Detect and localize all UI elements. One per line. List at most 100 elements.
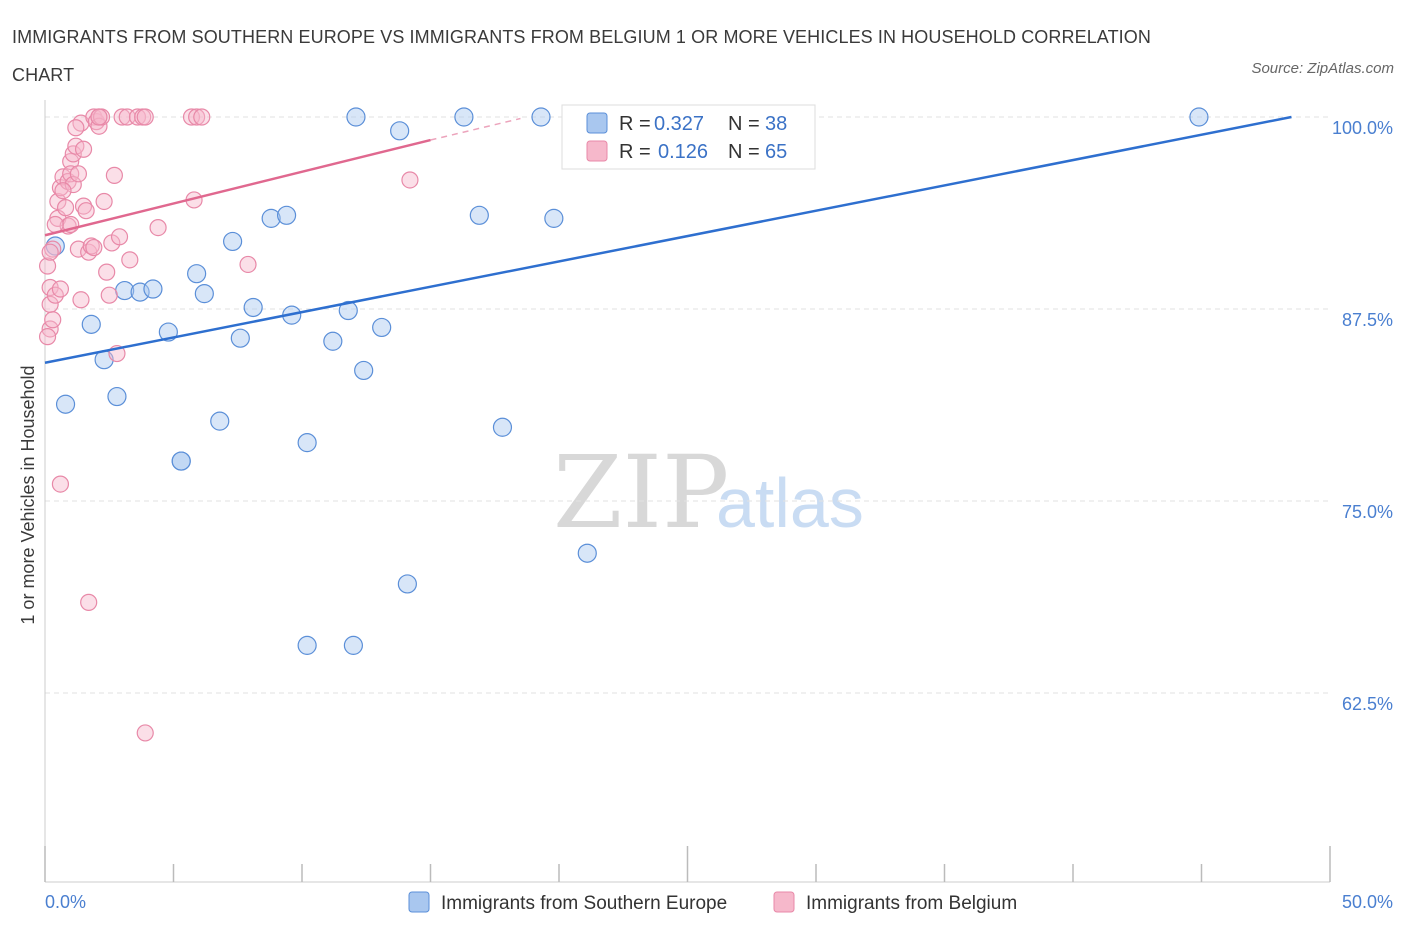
bottom-legend-blue-swatch — [408, 891, 430, 913]
southern-europe-point — [531, 107, 551, 127]
belgium-point — [77, 202, 95, 220]
southern-europe-points — [45, 107, 1209, 655]
belgium-point — [38, 257, 57, 275]
belgium-point — [239, 255, 257, 274]
source-credit: Source: ZipAtlas.com — [1251, 60, 1394, 77]
y-tick-label: 87.5% — [1342, 310, 1393, 330]
belgium-point — [38, 328, 57, 346]
chart-title: IMMIGRANTS FROM SOUTHERN EUROPE VS IMMIG… — [12, 27, 1151, 85]
southern-europe-point — [143, 279, 163, 299]
southern-europe-trend-line — [44, 115, 1292, 364]
x-tick-min: 0.0% — [45, 892, 86, 912]
southern-europe-point — [81, 314, 101, 334]
watermark-atlas: atlas — [716, 464, 864, 542]
belgium-point — [67, 119, 85, 137]
belgium-point — [136, 724, 154, 742]
belgium-point — [72, 291, 90, 309]
southern-europe-point — [194, 284, 214, 304]
belgium-point — [74, 197, 93, 215]
belgium-point — [401, 171, 419, 189]
belgium-point — [74, 140, 93, 158]
belgium-point — [188, 108, 206, 126]
southern-europe-point — [577, 543, 597, 563]
southern-europe-point — [187, 264, 207, 284]
belgium-point — [105, 166, 123, 184]
belgium-point — [51, 475, 70, 493]
belgium-point — [90, 108, 108, 126]
watermark: ZIP atlas — [553, 434, 864, 551]
belgium-point — [41, 243, 59, 261]
belgium-point — [44, 240, 62, 258]
bottom-legend-blue-label: Immigrants from Southern Europe — [441, 893, 727, 914]
southern-europe-point — [397, 574, 417, 594]
legend-pink-n-value: 65 — [765, 141, 787, 163]
belgium-point — [80, 593, 98, 611]
watermark-zip: ZIP — [553, 434, 729, 551]
belgium-trend-extension — [430, 117, 521, 141]
legend-pink-n-label: N = — [728, 141, 760, 163]
series-legend: Immigrants from Southern Europe Immigran… — [408, 891, 1017, 914]
southern-europe-point — [276, 205, 297, 225]
southern-europe-point — [243, 297, 263, 318]
y-tick-label: 62.5% — [1342, 694, 1393, 714]
southern-europe-point — [354, 360, 374, 381]
belgium-point — [64, 175, 82, 194]
southern-europe-point — [210, 411, 230, 431]
southern-europe-point — [492, 417, 513, 437]
belgium-point — [87, 113, 106, 131]
belgium-point — [149, 218, 167, 237]
belgium-point — [85, 238, 103, 257]
southern-europe-point — [107, 386, 127, 407]
southern-europe-point — [55, 394, 76, 414]
southern-europe-point — [469, 205, 489, 225]
belgium-point — [95, 192, 113, 211]
belgium-point — [193, 108, 211, 126]
y-tick-label: 100.0% — [1332, 118, 1393, 138]
y-axis-label: 1 or more Vehicles in Household — [18, 365, 38, 624]
southern-europe-point — [372, 317, 392, 338]
legend-blue-r-label: R = — [619, 113, 651, 135]
y-tick-labels: 62.5% 75.0% 87.5% 100.0% — [1332, 118, 1393, 714]
legend-blue-n-label: N = — [728, 113, 760, 135]
trend-lines — [44, 115, 1292, 364]
southern-europe-point — [544, 208, 564, 228]
belgium-point — [121, 251, 139, 269]
southern-europe-point — [343, 635, 363, 655]
southern-europe-point — [346, 107, 366, 127]
southern-europe-point — [297, 433, 317, 453]
belgium-point — [51, 280, 70, 298]
belgium-trend-line — [44, 138, 431, 237]
legend-blue-r-value: 0.327 — [654, 113, 704, 135]
southern-europe-point — [390, 121, 410, 141]
belgium-point — [100, 286, 118, 304]
bottom-legend-pink-swatch — [773, 891, 795, 913]
southern-europe-point — [297, 635, 317, 655]
southern-europe-point — [338, 300, 358, 321]
legend-pink-r-value: 0.126 — [658, 141, 708, 163]
axes — [44, 100, 1331, 883]
belgium-points — [38, 108, 419, 742]
belgium-point — [44, 311, 62, 329]
southern-europe-point — [323, 331, 343, 351]
southern-europe-point — [261, 208, 281, 228]
legend-pink-swatch — [586, 140, 608, 162]
belgium-point — [98, 263, 116, 281]
legend-blue-n-value: 38 — [765, 113, 787, 135]
legend-blue-swatch — [586, 112, 608, 134]
gridlines — [45, 116, 1330, 694]
stats-legend: R = 0.327 N = 38 R = 0.126 N = 65 — [561, 104, 816, 170]
x-tick-max: 50.0% — [1342, 892, 1393, 912]
legend-pink-r-label: R = — [619, 141, 651, 163]
southern-europe-point — [1189, 107, 1209, 127]
belgium-point — [136, 108, 154, 126]
southern-europe-point — [223, 231, 243, 252]
belgium-point — [56, 199, 75, 217]
southern-europe-point — [171, 451, 191, 471]
belgium-point — [54, 182, 72, 200]
southern-europe-point — [230, 328, 250, 348]
bottom-legend-pink-label: Immigrants from Belgium — [806, 893, 1017, 914]
y-tick-label: 75.0% — [1342, 502, 1393, 522]
belgium-point — [69, 165, 88, 183]
southern-europe-point — [454, 107, 474, 127]
